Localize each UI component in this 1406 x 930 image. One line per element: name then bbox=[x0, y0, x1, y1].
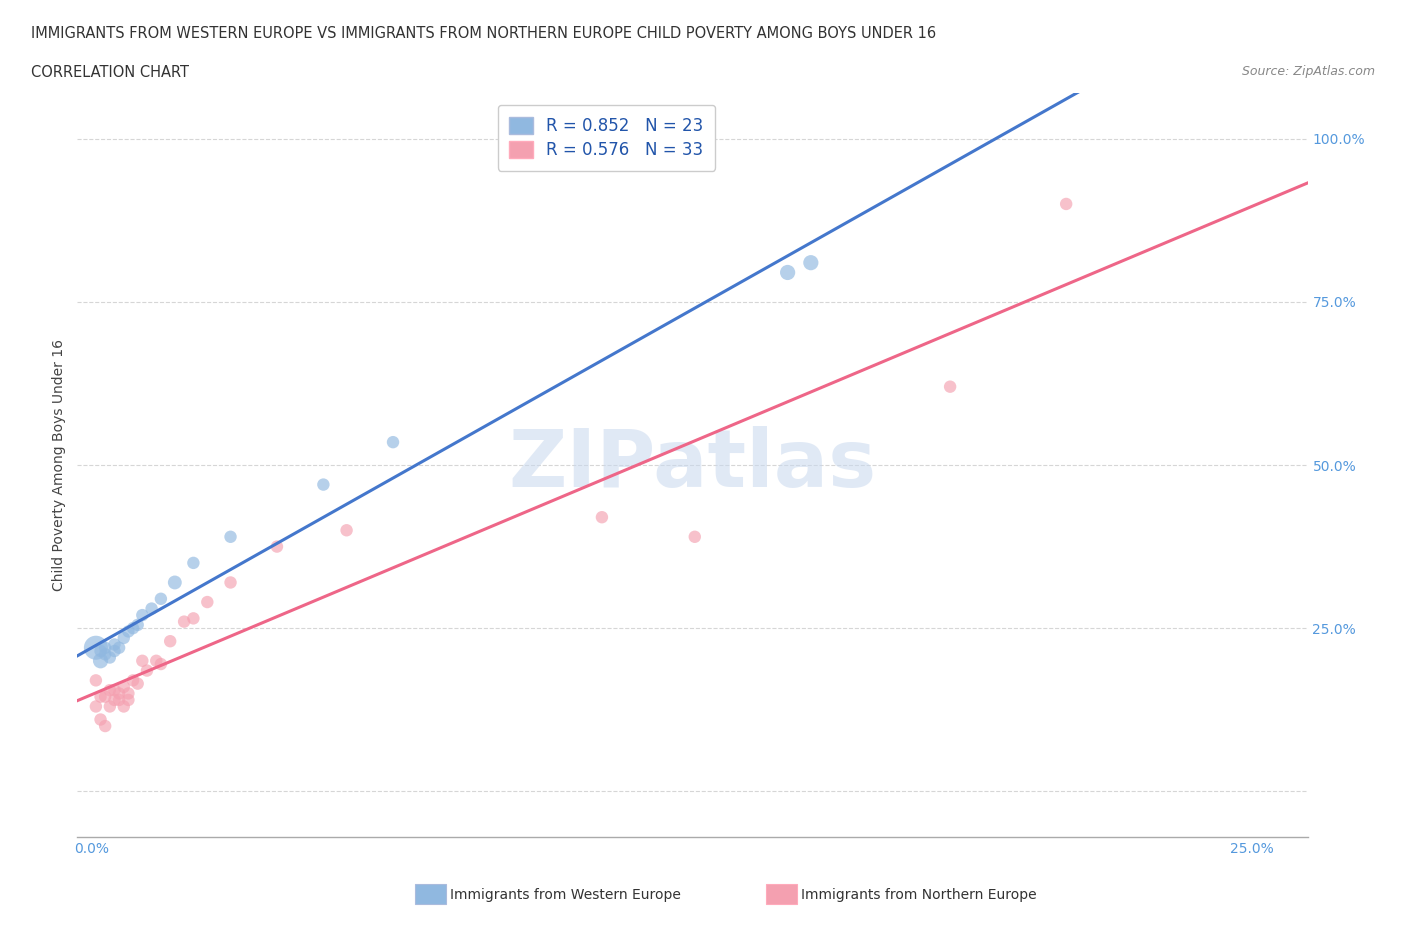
Point bbox=[84, 673, 107, 688]
Point bbox=[136, 663, 159, 678]
Point bbox=[312, 477, 335, 492]
Point bbox=[195, 594, 218, 609]
Point bbox=[98, 650, 121, 665]
Text: Immigrants from Northern Europe: Immigrants from Northern Europe bbox=[801, 888, 1038, 902]
Point bbox=[84, 699, 107, 714]
Point bbox=[108, 640, 131, 655]
Point bbox=[112, 699, 135, 714]
Point bbox=[163, 575, 186, 590]
Point bbox=[127, 618, 149, 632]
Point bbox=[94, 647, 117, 662]
Point bbox=[173, 614, 195, 629]
Text: IMMIGRANTS FROM WESTERN EUROPE VS IMMIGRANTS FROM NORTHERN EUROPE CHILD POVERTY : IMMIGRANTS FROM WESTERN EUROPE VS IMMIGR… bbox=[31, 26, 936, 41]
Y-axis label: Child Poverty Among Boys Under 16: Child Poverty Among Boys Under 16 bbox=[52, 339, 66, 591]
Point bbox=[131, 607, 153, 622]
Point bbox=[90, 644, 112, 658]
Point bbox=[141, 601, 163, 616]
Text: Immigrants from Western Europe: Immigrants from Western Europe bbox=[450, 888, 681, 902]
Text: Source: ZipAtlas.com: Source: ZipAtlas.com bbox=[1241, 65, 1375, 78]
Point bbox=[591, 510, 613, 525]
Point bbox=[122, 673, 145, 688]
Point bbox=[183, 555, 205, 570]
Point bbox=[84, 640, 107, 655]
Point bbox=[683, 529, 706, 544]
Point bbox=[98, 699, 121, 714]
Point bbox=[94, 689, 117, 704]
Point bbox=[131, 654, 153, 669]
Point bbox=[112, 631, 135, 645]
Point bbox=[108, 686, 131, 701]
Point bbox=[108, 693, 131, 708]
Point bbox=[103, 644, 125, 658]
Point bbox=[90, 689, 112, 704]
Point bbox=[219, 575, 242, 590]
Point bbox=[1054, 196, 1077, 211]
Point bbox=[149, 657, 172, 671]
Point bbox=[117, 686, 139, 701]
Point bbox=[94, 719, 117, 734]
Point bbox=[122, 620, 145, 635]
Point bbox=[145, 654, 167, 669]
Point bbox=[117, 693, 139, 708]
Point bbox=[149, 591, 172, 606]
Text: ZIPatlas: ZIPatlas bbox=[509, 426, 876, 504]
Point bbox=[112, 680, 135, 695]
Legend: R = 0.852   N = 23, R = 0.576   N = 33: R = 0.852 N = 23, R = 0.576 N = 33 bbox=[498, 105, 716, 170]
Point bbox=[939, 379, 962, 394]
Point bbox=[800, 255, 823, 270]
Point bbox=[94, 640, 117, 655]
Point bbox=[183, 611, 205, 626]
Point bbox=[103, 637, 125, 652]
Point bbox=[90, 654, 112, 669]
Text: CORRELATION CHART: CORRELATION CHART bbox=[31, 65, 188, 80]
Point bbox=[776, 265, 799, 280]
Point bbox=[336, 523, 359, 538]
Point bbox=[103, 683, 125, 698]
Point bbox=[266, 539, 288, 554]
Point bbox=[127, 676, 149, 691]
Point bbox=[117, 624, 139, 639]
Point bbox=[98, 683, 121, 698]
Point bbox=[159, 633, 181, 648]
Point bbox=[90, 712, 112, 727]
Point bbox=[219, 529, 242, 544]
Point bbox=[103, 693, 125, 708]
Point bbox=[382, 434, 405, 449]
